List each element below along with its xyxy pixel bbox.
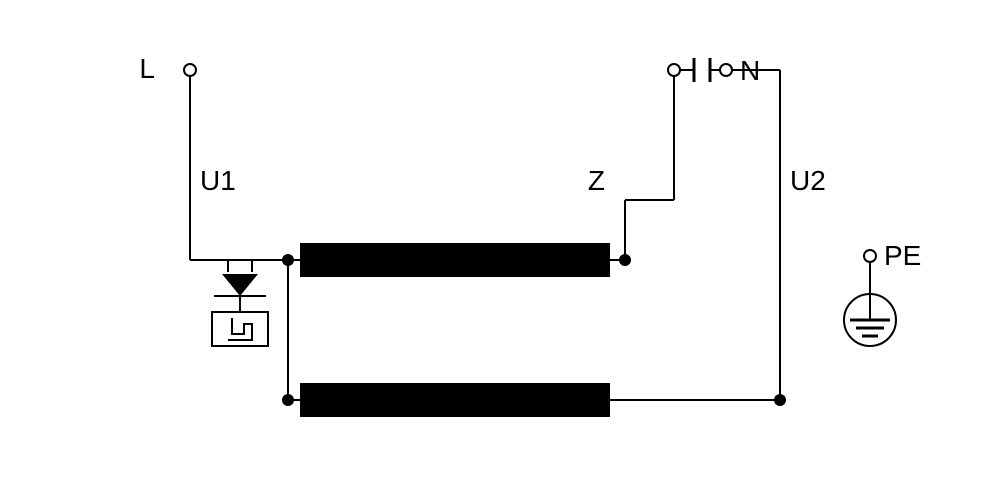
lamp-bar-bottom [300, 383, 610, 417]
terminal-cap-left [668, 64, 680, 76]
terminal-PE [864, 250, 876, 262]
terminal-L [184, 64, 196, 76]
label-PE: PE [884, 240, 921, 271]
lamp-bar-top [300, 243, 610, 277]
label-U1: U1 [200, 165, 236, 196]
label-Z: Z [588, 165, 605, 196]
triac-icon [222, 274, 258, 296]
label-U2: U2 [790, 165, 826, 196]
terminal-N [720, 64, 732, 76]
label-L: L [139, 53, 155, 84]
node-B [619, 254, 631, 266]
schematic-canvas: L N U1 Z U2 PE [0, 0, 982, 502]
